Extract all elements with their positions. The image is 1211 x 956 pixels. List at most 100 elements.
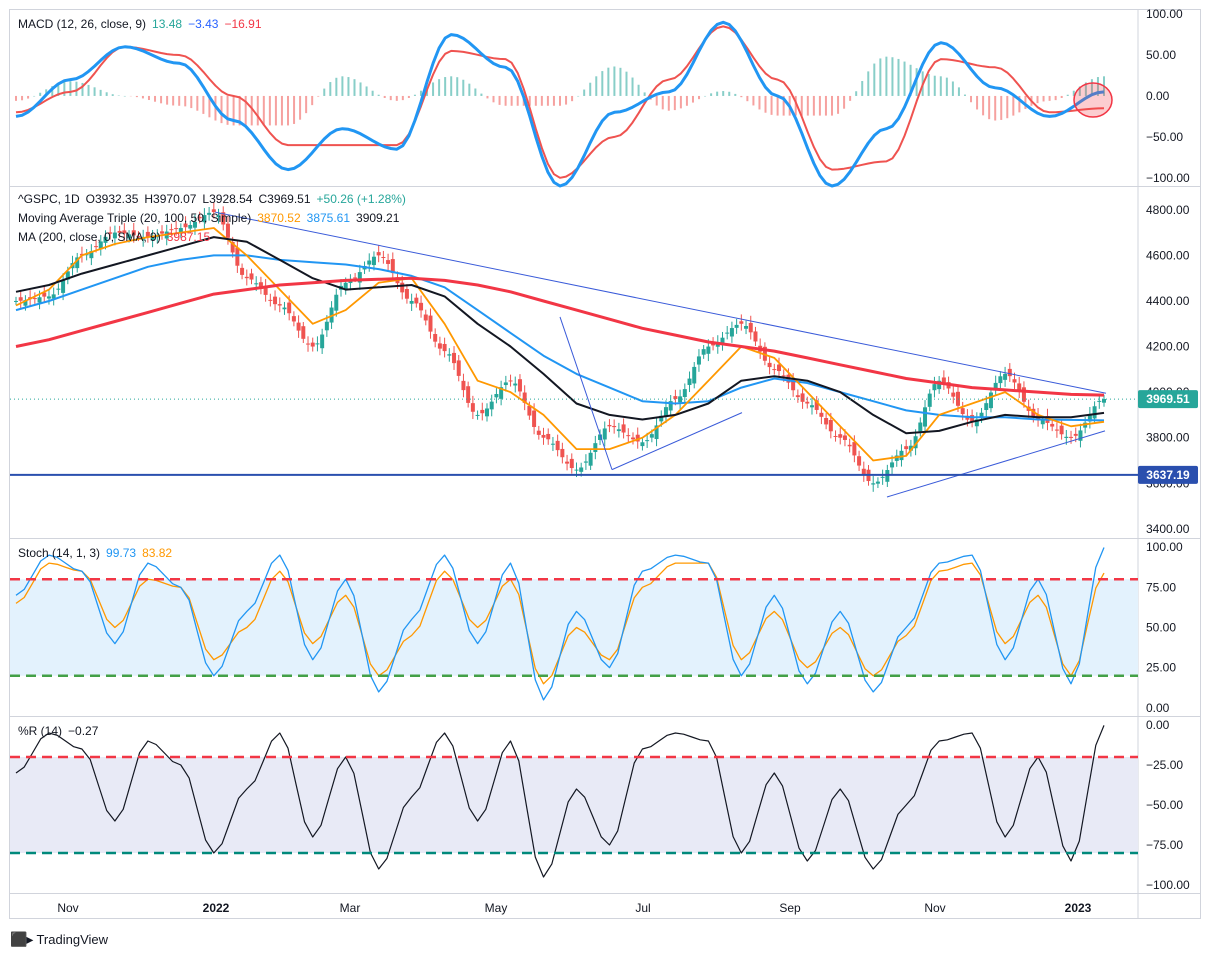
macd-histogram-bar xyxy=(873,63,876,96)
macd-histogram-bar xyxy=(831,95,833,116)
price-candle-body xyxy=(56,288,61,290)
macd-tick-label: −50.00 xyxy=(1146,130,1183,144)
price-candle-body xyxy=(696,356,701,365)
x-tick-label: Sep xyxy=(779,901,801,915)
price-candle-body xyxy=(805,401,810,404)
price-candle-body xyxy=(32,298,37,300)
macd-histogram-bar xyxy=(335,77,338,96)
price-candle-body xyxy=(390,259,395,274)
macd-histogram-bar xyxy=(516,95,519,106)
price-candle-body xyxy=(1017,383,1022,392)
price-candle-body xyxy=(475,414,480,416)
price-candle-body xyxy=(46,296,51,299)
macd-histogram-bar xyxy=(413,94,416,96)
price-candle-body xyxy=(795,395,800,398)
williams-tick-label: −50.00 xyxy=(1146,798,1183,812)
price-candle-body xyxy=(645,440,650,442)
price-candle-body xyxy=(527,405,532,416)
macd-histogram-bar xyxy=(957,87,960,96)
price-candle-body xyxy=(602,428,607,440)
stoch-legend-part: 99.73 xyxy=(106,546,136,560)
macd-histogram-bar xyxy=(160,95,163,104)
macd-histogram-bar xyxy=(1000,95,1003,120)
price-candle-body xyxy=(211,209,216,213)
price-candle-body xyxy=(612,425,617,428)
price-candle-body xyxy=(197,216,202,219)
price-candle-body xyxy=(970,415,975,422)
macd-histogram-bar xyxy=(552,95,555,106)
price-ohlc-legend-part: O3932.35 xyxy=(86,192,139,206)
macd-histogram-bar xyxy=(867,71,870,96)
price-candle-body xyxy=(254,283,259,285)
macd-histogram-bar xyxy=(1048,95,1051,101)
macd-histogram-bar xyxy=(776,95,779,116)
price-candle-body xyxy=(1031,408,1036,418)
macd-legend-part: −3.43 xyxy=(188,17,219,31)
macd-histogram-bar xyxy=(432,82,435,96)
price-candle-body xyxy=(814,400,819,410)
stoch-tick-label: 100.00 xyxy=(1146,540,1183,554)
macd-histogram-bar xyxy=(631,77,634,96)
ascending-trendline-fall xyxy=(886,430,1106,498)
macd-histogram-bar xyxy=(135,95,138,98)
macd-histogram-bar xyxy=(746,95,749,102)
macd-histogram-bar xyxy=(389,95,392,101)
macd-histogram-bar xyxy=(589,82,592,96)
macd-histogram-bar xyxy=(329,82,332,96)
price-candle-body xyxy=(541,434,546,438)
price-candle-body xyxy=(701,349,706,355)
price-candle-body xyxy=(833,435,838,437)
macd-histogram-bar xyxy=(691,95,694,103)
price-candle-body xyxy=(188,225,193,229)
trendline-spring xyxy=(559,316,613,470)
price-candle-body xyxy=(244,276,249,279)
price-candle-body xyxy=(1069,436,1074,438)
sma200-line xyxy=(15,276,1105,397)
williams-legend: %R (14) −0.27 xyxy=(18,724,99,738)
price-tick-label: 4400.00 xyxy=(1146,294,1190,308)
price-indicator-legend: Moving Average Triple (20, 100, 50, Simp… xyxy=(18,211,400,225)
price-indicator-legend: MA (200, close, 0, SMA, 9) 3987.15 xyxy=(18,230,210,244)
price-candle-body xyxy=(819,412,824,417)
macd-histogram-bar xyxy=(673,95,676,111)
price-candle-body xyxy=(136,235,141,237)
williams-tick-label: −25.00 xyxy=(1146,758,1183,772)
williams-legend-part: −0.27 xyxy=(68,724,99,738)
price-candle-body xyxy=(720,337,725,345)
williams-tick-label: −100.00 xyxy=(1146,878,1190,892)
price-candle-body xyxy=(89,251,94,259)
macd-histogram-bar xyxy=(462,79,465,96)
price-candle-body xyxy=(593,443,598,453)
macd-histogram-bar xyxy=(1060,95,1063,98)
price-candle-body xyxy=(550,443,555,445)
price-candle-body xyxy=(348,281,353,284)
last-price-tag xyxy=(1138,390,1198,409)
descending-trendline xyxy=(214,211,1107,394)
price-candle-body xyxy=(574,469,579,471)
price-candle-body xyxy=(649,434,654,438)
price-candle-body xyxy=(565,461,570,464)
macd-histogram-bar xyxy=(909,64,912,96)
macd-histogram-bar xyxy=(849,95,852,101)
macd-histogram-bar xyxy=(843,95,846,109)
macd-histogram-bar xyxy=(885,56,888,96)
price-candle-body xyxy=(739,321,744,324)
macd-histogram-bar xyxy=(1078,86,1081,96)
macd-histogram-bar xyxy=(728,91,731,96)
macd-histogram-bar xyxy=(1024,95,1027,109)
macd-histogram-bar xyxy=(1054,95,1057,101)
macd-histogram-bar xyxy=(601,71,604,96)
macd-histogram-bar xyxy=(824,95,827,116)
macd-histogram-bar xyxy=(456,77,459,96)
stoch-legend-part: Stoch (14, 1, 3) xyxy=(18,546,100,560)
price-candle-body xyxy=(885,470,890,482)
price-candle-body xyxy=(98,241,103,250)
macd-histogram-bar xyxy=(395,95,398,101)
price-candle-body xyxy=(287,302,292,314)
macd-tick-label: 50.00 xyxy=(1146,48,1176,62)
macd-histogram-bar xyxy=(244,95,247,126)
price-candle-body xyxy=(875,481,880,484)
price-candle-body xyxy=(1012,379,1017,383)
price-candle-body xyxy=(734,324,739,328)
